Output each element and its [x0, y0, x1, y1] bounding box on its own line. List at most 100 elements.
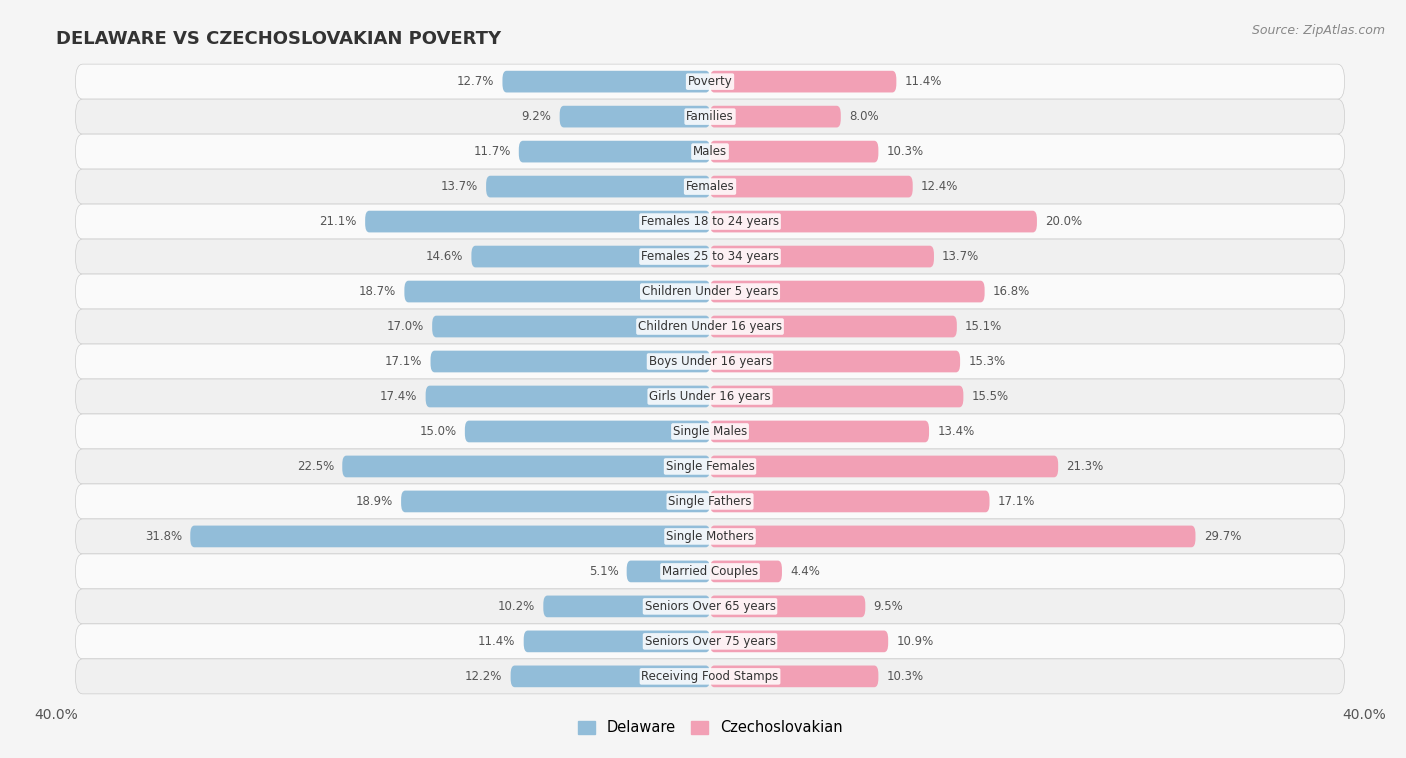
FancyBboxPatch shape [502, 70, 710, 92]
Text: 4.4%: 4.4% [790, 565, 820, 578]
Text: Children Under 16 years: Children Under 16 years [638, 320, 782, 333]
Text: 17.1%: 17.1% [998, 495, 1035, 508]
Text: 13.7%: 13.7% [942, 250, 980, 263]
FancyBboxPatch shape [710, 421, 929, 443]
FancyBboxPatch shape [710, 106, 841, 127]
Text: 21.1%: 21.1% [319, 215, 357, 228]
Text: 17.4%: 17.4% [380, 390, 418, 403]
Text: 18.9%: 18.9% [356, 495, 392, 508]
Text: Males: Males [693, 145, 727, 158]
Text: 29.7%: 29.7% [1204, 530, 1241, 543]
Text: Females 18 to 24 years: Females 18 to 24 years [641, 215, 779, 228]
Text: 18.7%: 18.7% [359, 285, 396, 298]
Text: 13.7%: 13.7% [440, 180, 478, 193]
FancyBboxPatch shape [76, 204, 1344, 239]
Text: 15.3%: 15.3% [969, 355, 1005, 368]
FancyBboxPatch shape [426, 386, 710, 407]
Text: 15.5%: 15.5% [972, 390, 1008, 403]
Text: Girls Under 16 years: Girls Under 16 years [650, 390, 770, 403]
Text: Poverty: Poverty [688, 75, 733, 88]
Text: 12.4%: 12.4% [921, 180, 959, 193]
FancyBboxPatch shape [76, 624, 1344, 659]
Text: 8.0%: 8.0% [849, 110, 879, 123]
FancyBboxPatch shape [405, 280, 710, 302]
FancyBboxPatch shape [710, 456, 1059, 478]
FancyBboxPatch shape [710, 280, 984, 302]
Text: 17.0%: 17.0% [387, 320, 425, 333]
FancyBboxPatch shape [710, 176, 912, 197]
FancyBboxPatch shape [560, 106, 710, 127]
FancyBboxPatch shape [76, 449, 1344, 484]
Text: 9.5%: 9.5% [873, 600, 903, 613]
FancyBboxPatch shape [76, 554, 1344, 589]
FancyBboxPatch shape [76, 239, 1344, 274]
FancyBboxPatch shape [465, 421, 710, 443]
FancyBboxPatch shape [543, 596, 710, 617]
Text: Seniors Over 75 years: Seniors Over 75 years [644, 635, 776, 648]
Text: Children Under 5 years: Children Under 5 years [641, 285, 779, 298]
Text: Receiving Food Stamps: Receiving Food Stamps [641, 670, 779, 683]
FancyBboxPatch shape [710, 386, 963, 407]
Text: Single Fathers: Single Fathers [668, 495, 752, 508]
Text: 11.4%: 11.4% [478, 635, 516, 648]
FancyBboxPatch shape [401, 490, 710, 512]
FancyBboxPatch shape [190, 525, 710, 547]
Text: Single Mothers: Single Mothers [666, 530, 754, 543]
FancyBboxPatch shape [710, 211, 1038, 233]
FancyBboxPatch shape [76, 134, 1344, 169]
Text: 20.0%: 20.0% [1045, 215, 1083, 228]
FancyBboxPatch shape [432, 315, 710, 337]
FancyBboxPatch shape [76, 659, 1344, 694]
Text: 12.7%: 12.7% [457, 75, 495, 88]
FancyBboxPatch shape [76, 344, 1344, 379]
Text: 11.7%: 11.7% [474, 145, 510, 158]
FancyBboxPatch shape [76, 589, 1344, 624]
Text: 17.1%: 17.1% [385, 355, 422, 368]
Text: 9.2%: 9.2% [522, 110, 551, 123]
FancyBboxPatch shape [471, 246, 710, 268]
Text: 13.4%: 13.4% [938, 425, 974, 438]
FancyBboxPatch shape [76, 64, 1344, 99]
Text: 5.1%: 5.1% [589, 565, 619, 578]
FancyBboxPatch shape [627, 561, 710, 582]
Text: 21.3%: 21.3% [1066, 460, 1104, 473]
Text: 31.8%: 31.8% [145, 530, 183, 543]
FancyBboxPatch shape [430, 351, 710, 372]
Text: Boys Under 16 years: Boys Under 16 years [648, 355, 772, 368]
FancyBboxPatch shape [710, 70, 897, 92]
Text: DELAWARE VS CZECHOSLOVAKIAN POVERTY: DELAWARE VS CZECHOSLOVAKIAN POVERTY [56, 30, 502, 48]
FancyBboxPatch shape [519, 141, 710, 162]
FancyBboxPatch shape [366, 211, 710, 233]
FancyBboxPatch shape [710, 141, 879, 162]
Text: Families: Families [686, 110, 734, 123]
Text: Seniors Over 65 years: Seniors Over 65 years [644, 600, 776, 613]
FancyBboxPatch shape [76, 414, 1344, 449]
Text: Single Females: Single Females [665, 460, 755, 473]
Text: 22.5%: 22.5% [297, 460, 335, 473]
FancyBboxPatch shape [76, 169, 1344, 204]
FancyBboxPatch shape [76, 519, 1344, 554]
FancyBboxPatch shape [76, 379, 1344, 414]
Text: 15.1%: 15.1% [965, 320, 1002, 333]
Legend: Delaware, Czechoslovakian: Delaware, Czechoslovakian [572, 714, 848, 741]
Text: 10.3%: 10.3% [887, 145, 924, 158]
FancyBboxPatch shape [710, 666, 879, 688]
FancyBboxPatch shape [342, 456, 710, 478]
Text: Single Males: Single Males [673, 425, 747, 438]
Text: Females: Females [686, 180, 734, 193]
Text: 10.9%: 10.9% [897, 635, 934, 648]
Text: Source: ZipAtlas.com: Source: ZipAtlas.com [1251, 24, 1385, 37]
Text: 14.6%: 14.6% [426, 250, 463, 263]
Text: 12.2%: 12.2% [465, 670, 502, 683]
FancyBboxPatch shape [710, 525, 1195, 547]
FancyBboxPatch shape [710, 631, 889, 652]
Text: 16.8%: 16.8% [993, 285, 1031, 298]
FancyBboxPatch shape [76, 484, 1344, 519]
Text: 11.4%: 11.4% [904, 75, 942, 88]
FancyBboxPatch shape [710, 596, 865, 617]
FancyBboxPatch shape [510, 666, 710, 688]
FancyBboxPatch shape [710, 246, 934, 268]
FancyBboxPatch shape [710, 315, 957, 337]
FancyBboxPatch shape [76, 99, 1344, 134]
FancyBboxPatch shape [710, 561, 782, 582]
